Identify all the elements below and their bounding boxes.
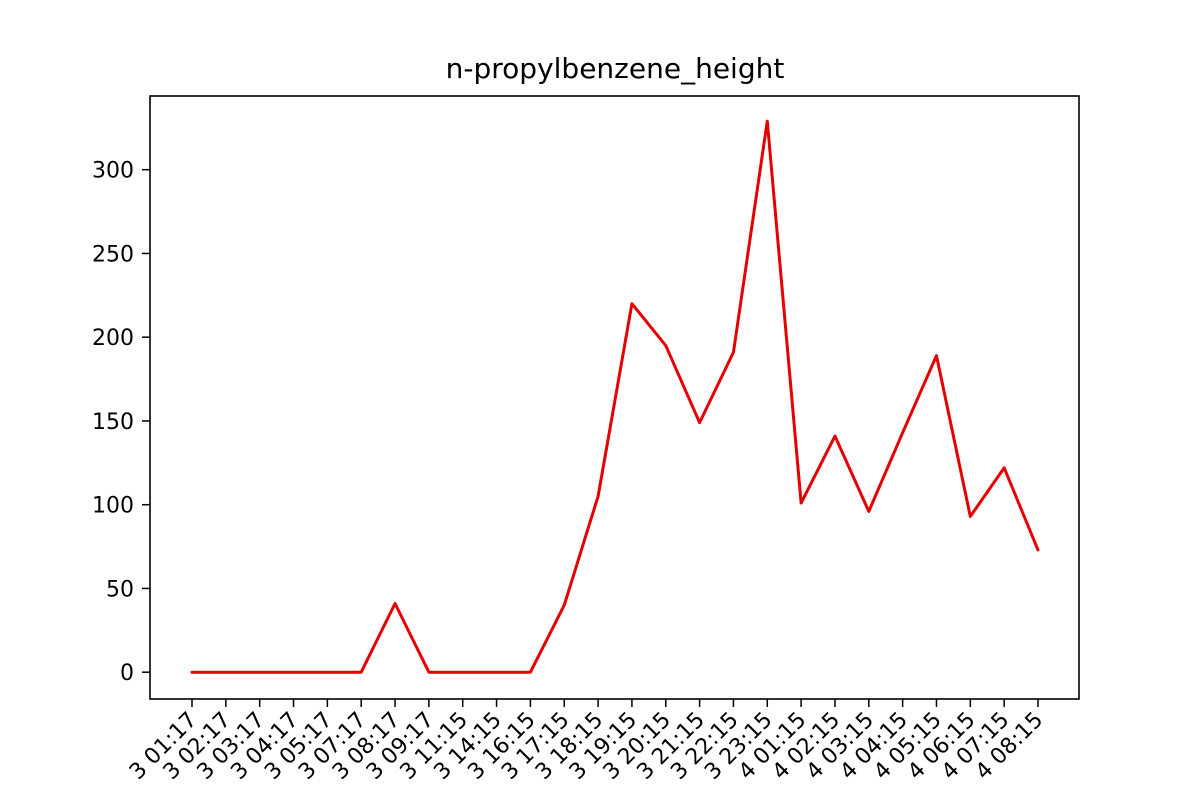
y-tick-label: 150 bbox=[92, 410, 134, 435]
axes-frame bbox=[149, 95, 1080, 700]
y-tick-label: 50 bbox=[106, 577, 134, 602]
y-tick-label: 100 bbox=[92, 494, 134, 519]
chart-title: n-propylbenzene_height bbox=[446, 52, 785, 85]
series-line bbox=[190, 119, 1040, 674]
y-tick-label: 250 bbox=[92, 242, 134, 267]
y-tick-label: 300 bbox=[92, 159, 134, 184]
y-tick-label: 200 bbox=[92, 326, 134, 351]
y-tick-label: 0 bbox=[120, 661, 134, 686]
